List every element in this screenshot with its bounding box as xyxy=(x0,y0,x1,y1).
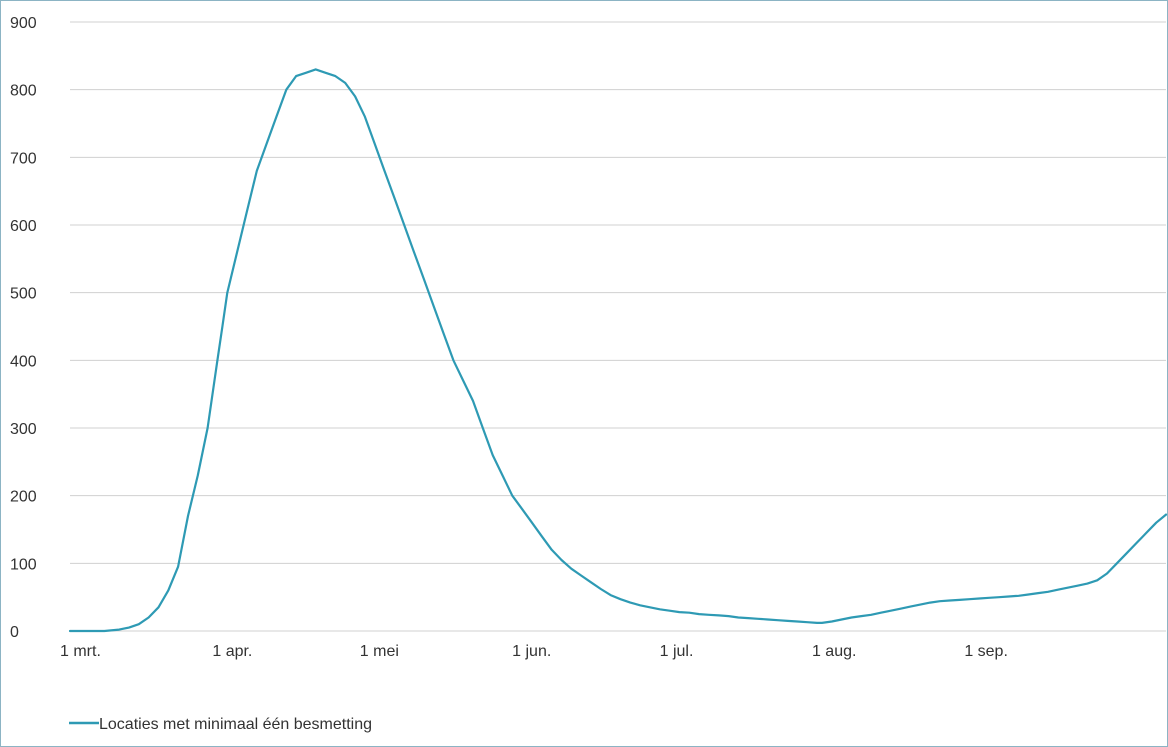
x-tick-label: 1 mrt. xyxy=(60,643,101,660)
y-tick-label: 500 xyxy=(10,286,37,303)
x-tick-label: 1 aug. xyxy=(812,643,856,660)
x-tick-label: 1 mei xyxy=(360,643,399,660)
x-axis: 1 mrt. 1 apr. 1 mei 1 jun. 1 jul. 1 aug. 1 sep… xyxy=(60,643,1008,660)
y-tick-label: 800 xyxy=(10,83,37,100)
y-tick-label: 0 xyxy=(10,624,19,641)
series-area xyxy=(68,68,1168,633)
legend: Locaties met minimaal één besmetting xyxy=(69,716,372,733)
legend-label: Locaties met minimaal één besmetting xyxy=(99,716,372,733)
series-line xyxy=(68,68,1168,633)
y-axis: 0 100 200 300 400 500 600 700 800 900 xyxy=(10,15,37,641)
x-tick-label: 1 sep. xyxy=(964,643,1008,660)
y-tick-label: 700 xyxy=(10,150,37,167)
y-tick-label: 400 xyxy=(10,353,37,370)
x-tick-label: 1 apr. xyxy=(212,643,252,660)
y-tick-label: 100 xyxy=(10,556,37,573)
y-tick-label: 900 xyxy=(10,15,37,32)
y-tick-label: 600 xyxy=(10,218,37,235)
y-tick-label: 300 xyxy=(10,421,37,438)
x-tick-label: 1 jul. xyxy=(660,643,694,660)
y-tick-label: 200 xyxy=(10,489,37,506)
gridlines xyxy=(70,21,1166,632)
x-tick-label: 1 jun. xyxy=(512,643,551,660)
